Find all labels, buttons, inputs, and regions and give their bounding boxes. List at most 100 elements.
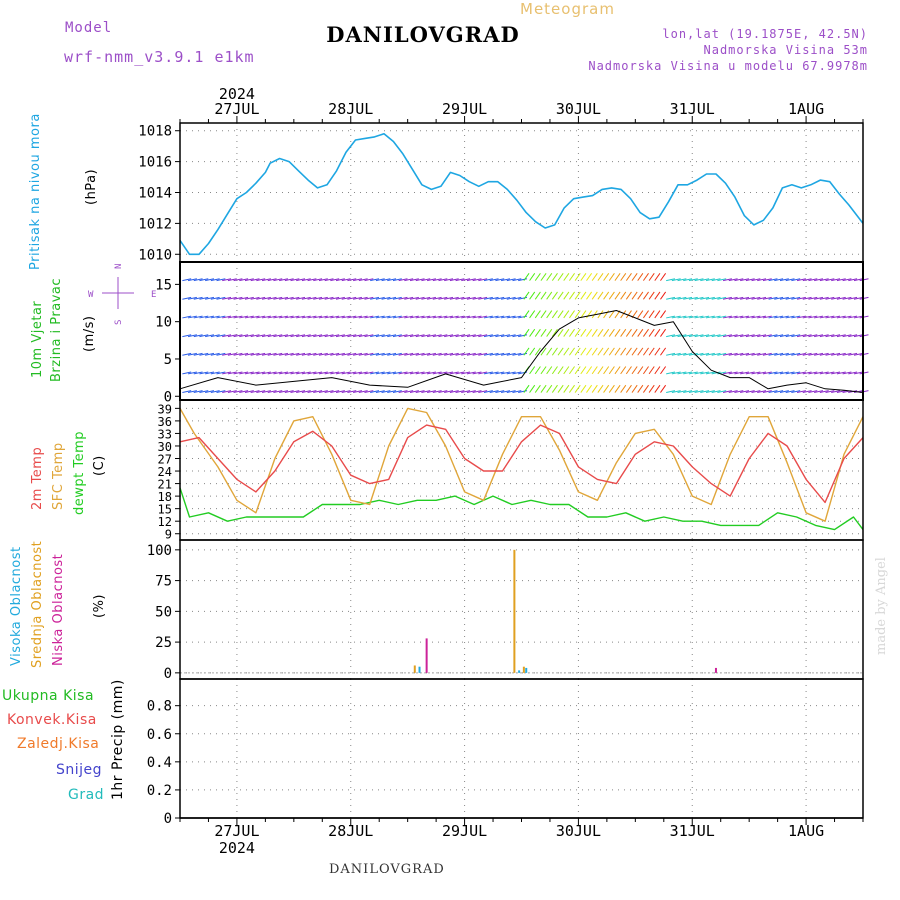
wind-barb [568, 384, 575, 393]
wind-barb [557, 328, 564, 337]
wind-barb [483, 371, 493, 375]
wind-barb [216, 352, 226, 356]
wind-barb [449, 278, 459, 282]
wind-barb [427, 296, 437, 300]
y-tick-label: 1016 [138, 155, 172, 171]
wind-barb [284, 334, 294, 338]
wind-barb [239, 352, 249, 356]
wind-barb [335, 352, 345, 356]
wind-barb [324, 334, 334, 338]
wind-barb [848, 296, 858, 300]
wind-barb [608, 384, 615, 393]
wind-barb [227, 296, 237, 300]
wind-barb [597, 328, 604, 337]
wind-barb [591, 384, 598, 393]
wind-barb [449, 296, 459, 300]
wind-barb [842, 315, 852, 319]
wind-barb [489, 315, 499, 319]
wind-barb [717, 315, 727, 319]
wind-barb [608, 366, 615, 375]
wind-barb [296, 334, 306, 338]
wind-barb [273, 390, 283, 394]
wind-barb [256, 371, 266, 375]
wind-barb [740, 334, 750, 338]
wind-barb [791, 278, 801, 282]
wind-barb [648, 310, 655, 319]
wind-barb [642, 310, 649, 319]
wind-barb [261, 315, 271, 319]
wind-barb [193, 315, 203, 319]
wind-barb [700, 334, 710, 338]
wind-barb [580, 272, 587, 281]
x-tick-label-top: 31JUL [670, 100, 715, 118]
wind-barb [791, 315, 801, 319]
y-tick-label: 1010 [138, 247, 172, 263]
wind-barb [199, 334, 209, 338]
wind-barb [808, 390, 818, 394]
wind-barb [512, 315, 522, 319]
wind-barb [620, 291, 627, 300]
wind-barb [279, 278, 289, 282]
wind-barb [534, 384, 541, 393]
wind-barb [608, 310, 615, 319]
wind-barb [814, 390, 824, 394]
wind-barb [438, 390, 448, 394]
wind-barb [757, 315, 767, 319]
wind-barb [239, 296, 249, 300]
wind-barb [825, 352, 835, 356]
wind-barb [364, 371, 374, 375]
wind-barb [842, 278, 852, 282]
wind-barb [364, 334, 374, 338]
wind-barb [233, 334, 243, 338]
wind-barb [853, 296, 863, 300]
wind-barb [648, 347, 655, 356]
wind-barb [290, 371, 300, 375]
wind-barb [233, 278, 243, 282]
wind-barb [711, 315, 721, 319]
wind-barb [432, 334, 442, 338]
wind-barb [461, 371, 471, 375]
wind-barb [523, 347, 530, 356]
wind-barb [762, 390, 772, 394]
wind-barb [506, 334, 516, 338]
wind-barb [796, 334, 806, 338]
wind-barb [193, 371, 203, 375]
wind-barb [239, 334, 249, 338]
wind-barb [648, 291, 655, 300]
wind-barb [574, 347, 581, 356]
wind-barb [819, 352, 829, 356]
wind-barb [415, 352, 425, 356]
wind-barb [734, 315, 744, 319]
wind-barb [637, 328, 644, 337]
wind-barb [273, 296, 283, 300]
wind-barb [210, 334, 220, 338]
wind-barb [745, 390, 755, 394]
bottom-station-name: DANILOVGRAD [329, 862, 445, 877]
wind-barb [796, 278, 806, 282]
wind-barb [233, 296, 243, 300]
wind-barb [711, 334, 721, 338]
wind-barb [831, 352, 841, 356]
wind-barb [387, 278, 397, 282]
wind-barb [387, 315, 397, 319]
wind-barb [523, 272, 530, 281]
wind-barb [568, 366, 575, 375]
wind-barb [688, 334, 698, 338]
wind-barb [774, 315, 784, 319]
wind-barb [603, 366, 610, 375]
wind-barb [814, 371, 824, 375]
wind-barb [347, 296, 357, 300]
wind-barb [187, 315, 197, 319]
wind-barb [409, 371, 419, 375]
wind-barb [284, 390, 294, 394]
wind-barb [779, 352, 789, 356]
wind-barb [705, 315, 715, 319]
precip-frame [179, 678, 864, 819]
wind-barb [506, 371, 516, 375]
wind-barb [256, 296, 266, 300]
wind-barb [495, 334, 505, 338]
wind-barb [597, 291, 604, 300]
wind-barb [489, 278, 499, 282]
wind-barb [341, 371, 351, 375]
wind-barb [432, 352, 442, 356]
